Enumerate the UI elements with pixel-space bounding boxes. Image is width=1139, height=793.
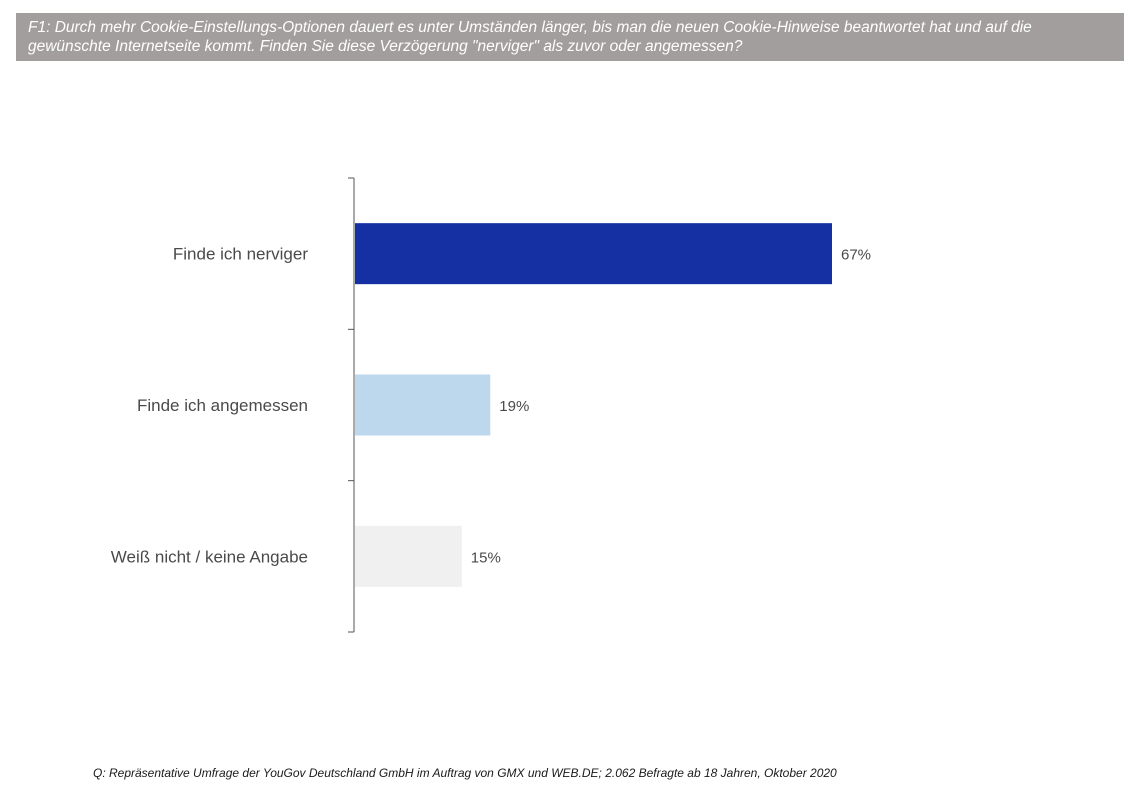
data-label: 15% bbox=[471, 549, 501, 566]
source-note: Q: Repräsentative Umfrage der YouGov Deu… bbox=[93, 766, 837, 780]
bar bbox=[355, 525, 462, 587]
question-banner: F1: Durch mehr Cookie-Einstellungs-Optio… bbox=[16, 13, 1124, 61]
bar bbox=[355, 374, 491, 436]
category-label: Weiß nicht / keine Angabe bbox=[111, 547, 308, 566]
data-label: 67% bbox=[841, 247, 871, 264]
category-label: Finde ich nerviger bbox=[173, 245, 308, 264]
category-label: Finde ich angemessen bbox=[137, 396, 308, 415]
data-label: 19% bbox=[499, 398, 529, 415]
bar bbox=[355, 223, 832, 285]
question-text: F1: Durch mehr Cookie-Einstellungs-Optio… bbox=[28, 19, 1032, 55]
